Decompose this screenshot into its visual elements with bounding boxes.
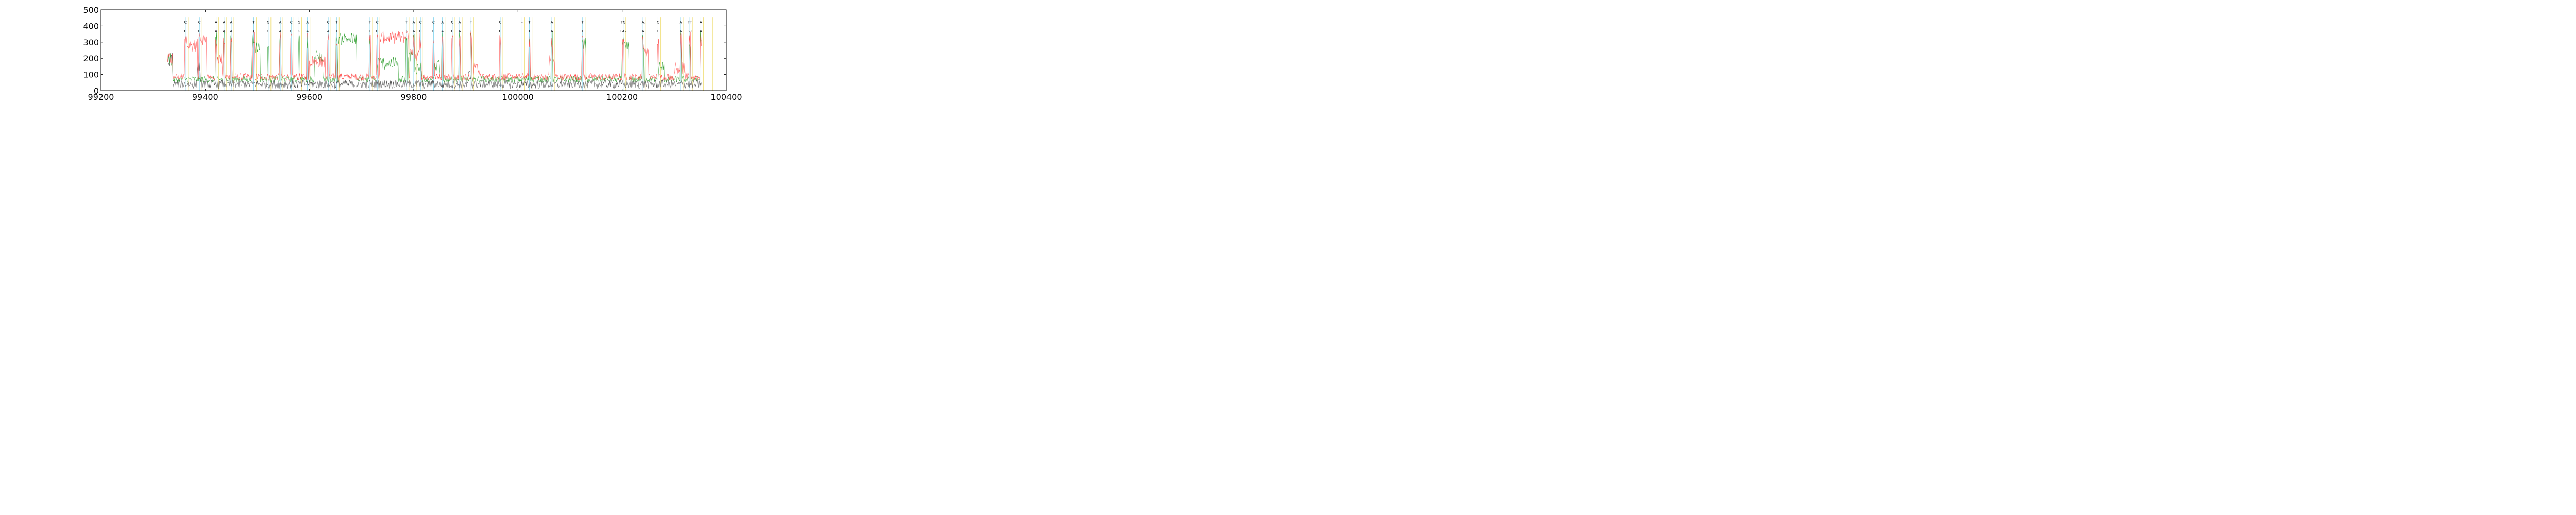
x-tick-label: 99400: [192, 92, 218, 101]
base-call-bottom-label: T: [405, 29, 408, 33]
base-call-top-label: TT: [687, 21, 692, 25]
base-call-bottom-label: C: [376, 29, 379, 33]
red-trace: [167, 30, 702, 81]
x-tick-label: 99600: [296, 92, 323, 101]
base-call-top-label: A: [441, 21, 444, 25]
x-tick-label: 99800: [401, 92, 427, 101]
base-call-bottom-label: C: [499, 29, 501, 33]
base-call-top-label: C: [499, 21, 501, 25]
base-call-top-label: C: [327, 21, 330, 25]
base-call-bottom-label: GG: [620, 29, 626, 33]
base-call-bottom-label: A: [642, 29, 645, 33]
base-call-bottom-label: T: [528, 29, 531, 33]
y-tick-label: 0: [94, 86, 99, 96]
base-call-bottom-label: A: [680, 29, 682, 33]
base-call-bottom-label: T: [581, 29, 584, 33]
base-call-top-label: A: [551, 21, 553, 25]
base-call-top-label: T: [335, 21, 338, 25]
y-tick-label: 200: [83, 54, 99, 63]
base-call-top-label: -: [521, 21, 523, 25]
base-call-bottom-label: A: [441, 29, 444, 33]
base-call-top-label: C: [419, 21, 422, 25]
y-tick-label: 300: [83, 38, 99, 47]
base-call-top-label: A: [306, 21, 309, 25]
base-call-top-label: A: [215, 21, 217, 25]
x-tick-label: 100200: [606, 92, 638, 101]
base-call-top-label: C: [376, 21, 379, 25]
trace-group: [167, 17, 713, 91]
base-call-top-label: C: [198, 21, 201, 25]
black-trace: [167, 52, 702, 89]
base-call-top-label: T: [469, 21, 472, 25]
base-call-bottom-label: G: [267, 29, 269, 33]
x-tick-label: 100000: [502, 92, 534, 101]
y-tick-label: 100: [83, 70, 99, 80]
base-call-top-label: A: [230, 21, 233, 25]
base-call-top-label: A: [700, 21, 702, 25]
base-call-bottom-label: A: [306, 29, 309, 33]
base-call-bottom-label: C: [198, 29, 201, 33]
base-call-bottom-label: T: [469, 29, 472, 33]
x-tick-label: 99200: [88, 92, 114, 101]
chromatogram-chart: CCCCAAAAAATTGGAACCGGAACATTTTCCTTAACCCCAA…: [83, 5, 742, 101]
base-call-top-label: T: [581, 21, 584, 25]
base-call-top-label: A: [223, 21, 225, 25]
y-tick-label: 500: [83, 5, 99, 15]
base-call-bottom-label: A: [215, 29, 217, 33]
base-call-top-label: A: [680, 21, 682, 25]
base-call-top-label: A: [642, 21, 645, 25]
base-call-bottom-label: A: [327, 29, 330, 33]
base-call-bottom-label: A: [700, 29, 702, 33]
y-tick-label: 400: [83, 21, 99, 31]
axes: 99200 99400 99600 99800 100000 100200 10040001…: [83, 5, 742, 101]
base-call-bottom-label: C: [451, 29, 453, 33]
base-call-bottom-label: C: [419, 29, 422, 33]
base-call-top-label: T: [528, 21, 531, 25]
base-call-top-label: A: [279, 21, 282, 25]
base-call-bottom-label: C: [657, 29, 659, 33]
base-call-bottom-label: T: [335, 29, 338, 33]
base-call-top-label: TG: [620, 21, 626, 25]
base-call-bottom-label: T: [368, 29, 371, 33]
x-tick-label: 100400: [710, 92, 742, 101]
base-call-bottom-label: A: [459, 29, 461, 33]
base-call-top-label: T: [252, 21, 255, 25]
base-call-bottom-label: C: [184, 29, 187, 33]
base-call-bottom-label: A: [551, 29, 553, 33]
base-call-top-label: C: [184, 21, 187, 25]
base-call-top-label: T: [368, 21, 371, 25]
base-call-top-label: C: [451, 21, 453, 25]
base-call-top-label: G: [267, 21, 269, 25]
base-call-top-label: C: [432, 21, 435, 25]
base-call-bottom-label: C: [432, 29, 435, 33]
base-call-top-label: C: [290, 21, 293, 25]
base-call-bottom-label: A: [223, 29, 225, 33]
base-call-top-label: G: [298, 21, 300, 25]
base-call-bottom-label: T: [252, 29, 255, 33]
base-call-bottom-label: A: [279, 29, 282, 33]
base-call-bottom-label: A: [230, 29, 233, 33]
base-call-bottom-label: T: [520, 29, 523, 33]
base-call-top-label: A: [413, 21, 415, 25]
base-call-bottom-label: C: [290, 29, 293, 33]
base-call-bottom-label: G: [298, 29, 300, 33]
plot-area: CCCCAAAAAATTGGAACCGGAACATTTTCCTTAACCCCAA…: [167, 17, 713, 91]
base-call-bottom-label: GT: [687, 29, 692, 33]
base-call-bottom-label: A: [413, 29, 415, 33]
base-call-top-label: T: [405, 21, 408, 25]
base-call-top-label: A: [459, 21, 461, 25]
base-call-top-label: C: [657, 21, 659, 25]
